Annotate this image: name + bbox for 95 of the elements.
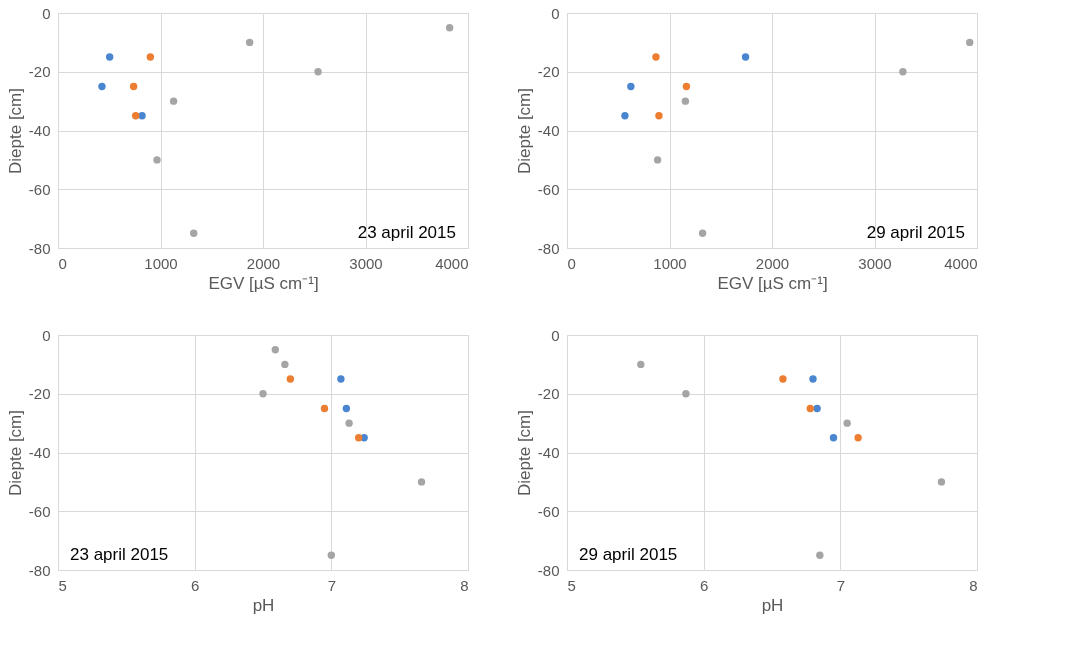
- x-axis-title: pH: [761, 595, 784, 615]
- point: [627, 82, 635, 91]
- point: [829, 434, 838, 442]
- point: [271, 345, 280, 354]
- y-tick-label: -40: [28, 444, 51, 461]
- point: [337, 375, 345, 383]
- point: [354, 434, 363, 442]
- x-axis-title: pH: [252, 595, 275, 615]
- point: [259, 390, 267, 398]
- y-axis-title: Diepte [cm]: [5, 88, 25, 174]
- point: [698, 229, 707, 238]
- point: [809, 375, 817, 383]
- y-tick-label: -20: [537, 385, 560, 403]
- point: [816, 551, 824, 560]
- y-tick-label: -40: [28, 122, 51, 139]
- x-tick-label: 0: [567, 254, 576, 272]
- y-tick-label: -20: [28, 385, 51, 403]
- x-tick-label: 8: [460, 576, 469, 594]
- x-axis-title: EGV [µS cm⁻¹]: [717, 273, 828, 293]
- point: [314, 68, 322, 76]
- point: [843, 419, 851, 427]
- point: [345, 419, 353, 427]
- point: [937, 478, 946, 486]
- x-tick-label: 4000: [944, 254, 978, 272]
- point: [129, 82, 138, 91]
- x-tick-label: 0: [58, 254, 67, 272]
- y-tick-label: -80: [28, 239, 51, 257]
- annotation: 23 april 2015: [70, 545, 169, 564]
- y-tick-label: -40: [537, 444, 560, 461]
- y-tick-label: -60: [28, 502, 51, 520]
- y-tick-label: -60: [28, 180, 51, 198]
- point: [813, 404, 821, 413]
- y-tick-label: -40: [537, 122, 560, 139]
- x-tick-label: 6: [190, 576, 200, 594]
- point: [681, 97, 690, 105]
- annotation: 29 april 2015: [579, 545, 678, 564]
- x-tick-label: 3000: [858, 254, 892, 272]
- point: [806, 404, 814, 413]
- point: [637, 360, 645, 369]
- x-tick-label: 1000: [653, 254, 687, 272]
- point: [621, 112, 629, 120]
- y-tick-label: 0: [551, 4, 560, 22]
- x-tick-label: 6: [699, 576, 709, 594]
- y-tick-label: 0: [42, 326, 51, 344]
- point: [682, 390, 690, 398]
- annotation: 23 april 2015: [357, 223, 456, 242]
- x-tick-label: 7: [327, 576, 337, 594]
- point: [281, 360, 289, 369]
- point: [779, 375, 787, 383]
- point: [327, 551, 336, 560]
- point: [169, 97, 178, 105]
- point: [245, 38, 254, 47]
- point: [131, 112, 140, 120]
- y-tick-label: -20: [537, 63, 560, 81]
- y-tick-label: 0: [551, 326, 560, 344]
- point: [417, 478, 426, 486]
- point: [153, 156, 161, 164]
- x-tick-label: 5: [567, 576, 576, 594]
- y-tick-label: -20: [28, 63, 51, 81]
- point: [98, 82, 106, 91]
- x-tick-label: 3000: [349, 254, 383, 272]
- annotation: 29 april 2015: [866, 223, 965, 242]
- point: [682, 82, 691, 91]
- point: [190, 229, 198, 238]
- point: [286, 375, 295, 383]
- x-axis-title: EGV [µS cm⁻¹]: [208, 273, 319, 293]
- point: [146, 53, 155, 61]
- y-tick-label: -60: [537, 502, 560, 520]
- point: [854, 434, 862, 442]
- point: [138, 112, 146, 120]
- x-tick-label: 7: [836, 576, 846, 594]
- point: [445, 23, 454, 32]
- y-tick-label: -80: [537, 561, 560, 579]
- y-axis-title: Diepte [cm]: [5, 410, 25, 496]
- y-tick-label: 0: [42, 4, 51, 22]
- point: [320, 404, 329, 413]
- point: [966, 38, 974, 47]
- x-tick-label: 8: [969, 576, 978, 594]
- x-tick-label: 2000: [755, 254, 790, 272]
- y-axis-title: Diepte [cm]: [514, 410, 534, 496]
- point: [105, 53, 114, 61]
- point: [653, 156, 662, 164]
- point: [342, 404, 351, 413]
- y-tick-label: -80: [28, 561, 51, 579]
- y-tick-label: -60: [537, 180, 560, 198]
- x-tick-label: 4000: [435, 254, 469, 272]
- point: [899, 68, 907, 76]
- point: [652, 53, 660, 61]
- x-tick-label: 2000: [246, 254, 281, 272]
- y-tick-label: -80: [537, 239, 560, 257]
- y-axis-title: Diepte [cm]: [514, 88, 534, 174]
- x-tick-label: 5: [58, 576, 67, 594]
- point: [741, 53, 750, 61]
- point: [655, 112, 663, 120]
- x-tick-label: 1000: [144, 254, 178, 272]
